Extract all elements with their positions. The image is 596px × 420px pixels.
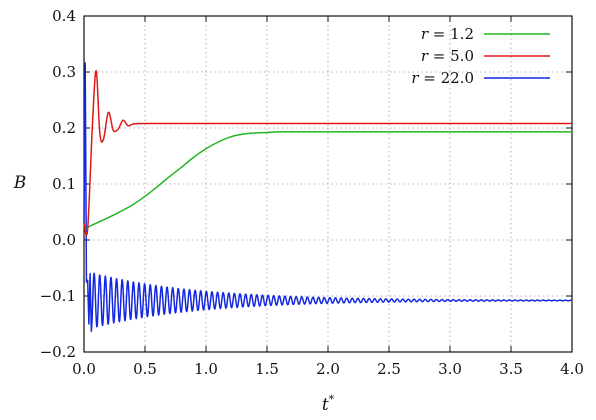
axis-ticks: 0.0 0.5 1.0 1.5 2.0 2.5 3.0 3.5 4.0 −0.2 −0.1 0.0 0.…	[40, 7, 584, 378]
x-tick-label: 2.0	[316, 360, 340, 378]
legend-var: r	[421, 25, 429, 43]
y-tick-label: −0.2	[40, 343, 76, 361]
legend-var: r	[411, 69, 419, 87]
x-axis-label-sup: *	[329, 393, 335, 406]
x-tick-label: 4.0	[560, 360, 584, 378]
x-tick-label: 0.0	[72, 360, 96, 378]
y-tick-label: 0.3	[52, 63, 76, 81]
y-tick-label: 0.0	[52, 231, 76, 249]
legend-value: = 22.0	[418, 69, 474, 87]
legend-var: r	[421, 47, 429, 65]
series-layer	[83, 62, 573, 333]
y-axis-label: B	[13, 173, 27, 193]
series-line-r22	[83, 62, 573, 333]
x-axis-label: t*	[322, 393, 335, 415]
x-tick-label: 1.0	[194, 360, 218, 378]
legend-label: r = 1.2	[421, 25, 474, 43]
x-tick-label: 2.5	[377, 360, 401, 378]
series-line-r5	[83, 70, 572, 236]
x-tick-label: 0.5	[133, 360, 157, 378]
y-tick-label: −0.1	[40, 287, 76, 305]
legend-label: r = 5.0	[421, 47, 474, 65]
x-tick-label: 3.5	[499, 360, 523, 378]
x-tick-label: 1.5	[255, 360, 279, 378]
legend: r = 1.2r = 5.0r = 22.0	[411, 25, 550, 87]
y-tick-label: 0.4	[52, 7, 76, 25]
legend-value: = 1.2	[428, 25, 474, 43]
legend-label: r = 22.0	[411, 69, 474, 87]
legend-value: = 5.0	[428, 47, 474, 65]
y-tick-label: 0.1	[52, 175, 76, 193]
x-axis-label-main: t	[322, 395, 329, 415]
series-line-r1-2	[83, 131, 572, 230]
x-tick-label: 3.0	[438, 360, 462, 378]
y-tick-label: 0.2	[52, 119, 76, 137]
